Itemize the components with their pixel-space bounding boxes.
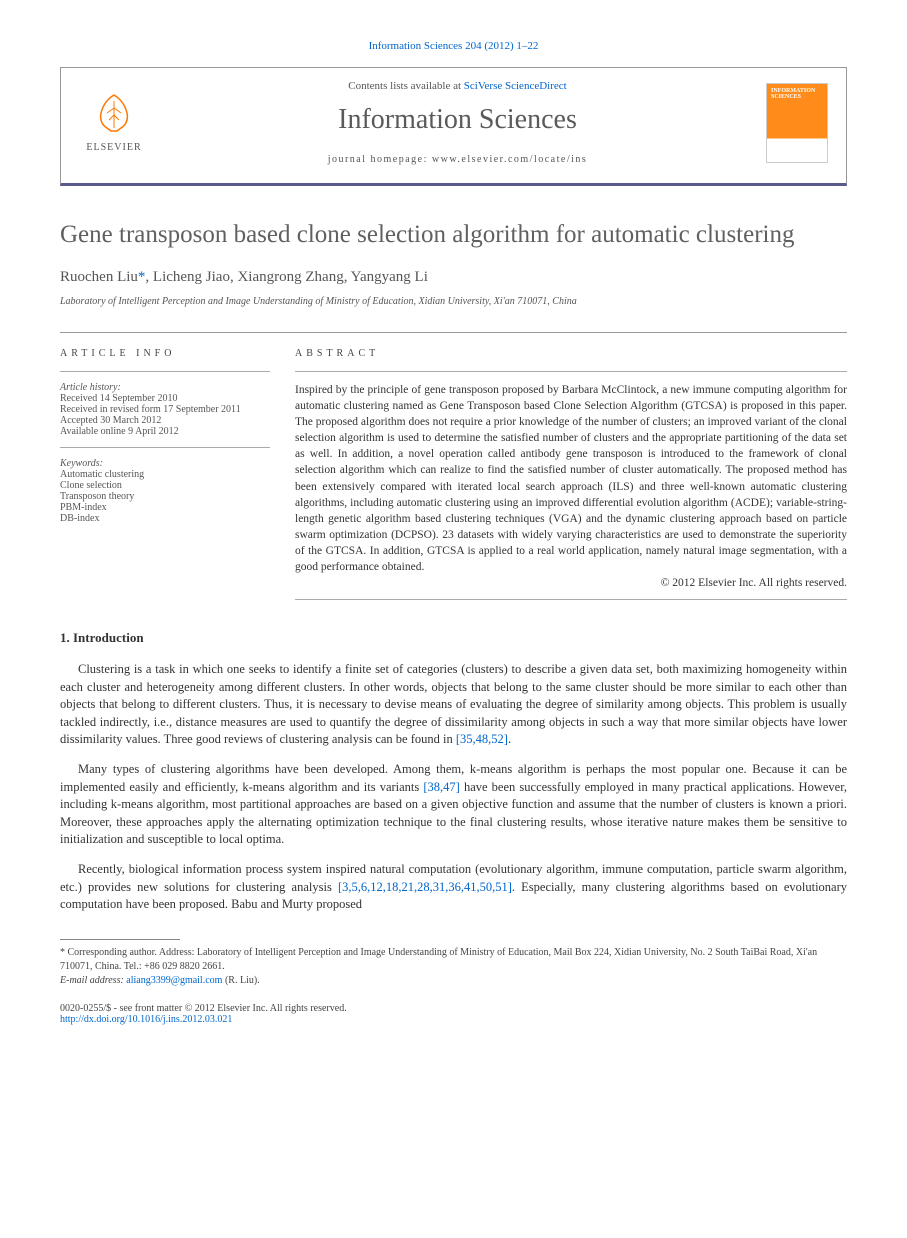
body-para-2: Many types of clustering algorithms have…	[60, 761, 847, 849]
header-citation[interactable]: Information Sciences 204 (2012) 1–22	[60, 40, 847, 52]
doi-link[interactable]: http://dx.doi.org/10.1016/j.ins.2012.03.…	[60, 1014, 232, 1025]
para3-ref[interactable]: [3,5,6,12,18,21,28,31,36,41,50,51]	[338, 880, 512, 894]
article-title: Gene transposon based clone selection al…	[60, 221, 847, 249]
journal-header-box: ELSEVIER Contents lists available at Sci…	[60, 67, 847, 186]
elsevier-label: ELSEVIER	[79, 142, 149, 153]
journal-cover-thumbnail[interactable]: INFORMATION SCIENCES	[766, 83, 828, 163]
revised-date: Received in revised form 17 September 20…	[60, 404, 270, 415]
keyword-1: Automatic clustering	[60, 469, 270, 480]
para1-text-b: .	[508, 732, 511, 746]
para1-ref[interactable]: [35,48,52]	[456, 732, 508, 746]
header-center: Contents lists available at SciVerse Sci…	[149, 80, 766, 165]
info-divider-1	[60, 371, 270, 372]
elsevier-logo[interactable]: ELSEVIER	[79, 93, 149, 153]
body-para-1: Clustering is a task in which one seeks …	[60, 661, 847, 749]
abstract-divider-bottom	[295, 599, 847, 600]
abstract-copyright: © 2012 Elsevier Inc. All rights reserved…	[295, 577, 847, 589]
citation-link[interactable]: Information Sciences 204 (2012) 1–22	[369, 40, 539, 52]
contents-line: Contents lists available at SciVerse Sci…	[149, 80, 766, 92]
online-date: Available online 9 April 2012	[60, 426, 270, 437]
bottom-info: 0020-0255/$ - see front matter © 2012 El…	[60, 1003, 847, 1025]
article-info-column: article info Article history: Received 1…	[60, 333, 295, 600]
keywords-label: Keywords:	[60, 458, 270, 469]
keyword-4: PBM-index	[60, 502, 270, 513]
page-container: Information Sciences 204 (2012) 1–22 ELS…	[0, 0, 907, 1065]
info-divider-2	[60, 447, 270, 448]
article-info-heading: article info	[60, 348, 270, 359]
body-para-3: Recently, biological information process…	[60, 861, 847, 914]
cover-title: INFORMATION SCIENCES	[771, 88, 823, 100]
abstract-heading: abstract	[295, 348, 847, 359]
accepted-date: Accepted 30 March 2012	[60, 415, 270, 426]
affiliation: Laboratory of Intelligent Perception and…	[60, 296, 847, 307]
author-primary[interactable]: Ruochen Liu	[60, 269, 138, 285]
footnote-corresponding: * Corresponding author. Address: Laborat…	[60, 946, 847, 974]
elsevier-tree-icon	[79, 93, 149, 142]
homepage-url[interactable]: www.elsevier.com/locate/ins	[432, 154, 587, 165]
received-date: Received 14 September 2010	[60, 393, 270, 404]
para1-text-a: Clustering is a task in which one seeks …	[60, 662, 847, 746]
homepage-line: journal homepage: www.elsevier.com/locat…	[149, 154, 766, 165]
authors-line: Ruochen Liu*, Licheng Jiao, Xiangrong Zh…	[60, 269, 847, 286]
email-label: E-mail address:	[60, 975, 126, 986]
keyword-5: DB-index	[60, 513, 270, 524]
info-abstract-row: article info Article history: Received 1…	[60, 332, 847, 600]
footnote-email: E-mail address: aliang3399@gmail.com (R.…	[60, 974, 847, 988]
coauthors: , Licheng Jiao, Xiangrong Zhang, Yangyan…	[145, 269, 427, 285]
homepage-label: journal homepage:	[328, 154, 432, 165]
email-suffix: (R. Liu).	[222, 975, 259, 986]
history-label: Article history:	[60, 382, 270, 393]
issn-line: 0020-0255/$ - see front matter © 2012 El…	[60, 1003, 847, 1014]
abstract-text: Inspired by the principle of gene transp…	[295, 382, 847, 575]
footnote-separator	[60, 939, 180, 940]
journal-name: Information Sciences	[149, 104, 766, 136]
sciencedirect-link[interactable]: SciVerse ScienceDirect	[464, 80, 567, 92]
keyword-2: Clone selection	[60, 480, 270, 491]
abstract-column: abstract Inspired by the principle of ge…	[295, 333, 847, 600]
section-1-title: 1. Introduction	[60, 630, 847, 646]
keyword-3: Transposon theory	[60, 491, 270, 502]
contents-text: Contents lists available at	[348, 80, 463, 92]
email-link[interactable]: aliang3399@gmail.com	[126, 975, 222, 986]
para2-ref[interactable]: [38,47]	[423, 780, 459, 794]
